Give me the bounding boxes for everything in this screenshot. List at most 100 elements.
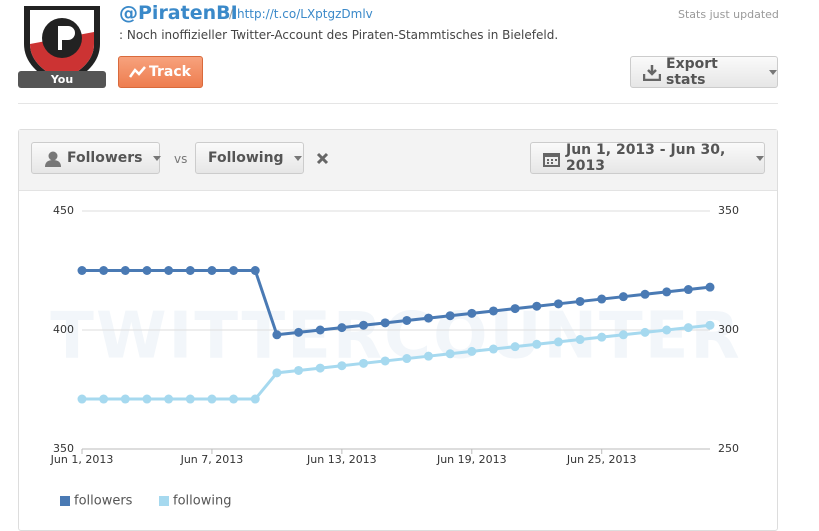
data-point	[359, 320, 369, 330]
data-point	[250, 266, 260, 275]
data-point	[575, 296, 585, 306]
data-point	[683, 285, 693, 295]
data-point	[77, 266, 87, 275]
data-point	[597, 332, 607, 342]
avatar-badge: You	[50, 73, 73, 86]
legend-label: followers	[74, 494, 133, 509]
data-point	[467, 308, 477, 318]
status: Stats just updated	[678, 8, 779, 21]
watermark: TWITTERCOUNTER	[50, 300, 741, 374]
vs-label: vs	[174, 152, 188, 166]
data-point	[250, 394, 260, 404]
data-point	[77, 394, 87, 404]
data-point	[445, 311, 455, 321]
data-point	[272, 368, 282, 378]
data-point	[510, 304, 520, 314]
data-point	[640, 327, 650, 337]
legend-label: following	[173, 494, 231, 509]
data-point	[662, 287, 672, 297]
page: You @PiratenBI / http://t.co/LXptgzDmlv …	[18, 2, 779, 531]
data-point	[315, 363, 325, 373]
data-point	[315, 325, 325, 335]
data-point	[272, 330, 282, 340]
data-point	[553, 299, 563, 309]
user-icon	[45, 151, 61, 167]
track-icon	[129, 66, 146, 78]
data-point	[229, 266, 239, 275]
data-point	[488, 306, 498, 316]
separator: /	[229, 7, 234, 21]
track-button[interactable]: Track	[118, 56, 203, 88]
x-tick-label: Jun 19, 2013	[436, 453, 507, 466]
metric-2-dropdown[interactable]: Following	[195, 142, 304, 174]
track-label: Track	[149, 64, 191, 80]
data-point	[575, 335, 585, 345]
data-point	[185, 266, 195, 275]
data-point	[445, 349, 455, 359]
data-point	[229, 394, 239, 404]
data-point	[359, 358, 369, 368]
data-point	[662, 325, 672, 335]
export-button[interactable]: Export stats	[630, 56, 778, 88]
data-point	[120, 266, 130, 275]
y-tick-label: 400	[53, 323, 74, 336]
data-point	[120, 394, 130, 404]
data-point	[402, 315, 412, 325]
y-tick-label: 450	[53, 204, 74, 217]
legend-swatch	[159, 496, 169, 506]
metric-1-label: Followers	[67, 150, 143, 166]
metric-2-label: Following	[208, 150, 284, 166]
data-point	[553, 337, 563, 347]
x-tick-label: Jun 1, 2013	[50, 453, 114, 466]
x-tick-label: Jun 25, 2013	[566, 453, 637, 466]
data-point	[488, 344, 498, 354]
avatar: You	[18, 6, 106, 88]
data-point	[597, 294, 607, 304]
data-point	[164, 394, 174, 404]
handle[interactable]: @PiratenBI	[119, 2, 238, 24]
data-point	[705, 282, 715, 292]
data-point	[380, 318, 390, 328]
y2-tick-label: 250	[718, 442, 739, 455]
data-point	[142, 266, 152, 275]
data-point	[423, 351, 433, 361]
data-point	[618, 292, 628, 302]
data-point	[142, 394, 152, 404]
data-point	[683, 323, 693, 333]
data-point	[294, 327, 304, 337]
data-point	[467, 346, 477, 356]
data-point	[423, 313, 433, 323]
x-tick-label: Jun 13, 2013	[306, 453, 377, 466]
export-icon	[643, 65, 661, 81]
export-label: Export stats	[666, 56, 718, 88]
data-point	[99, 266, 109, 275]
data-point	[164, 266, 174, 275]
data-point	[640, 289, 650, 299]
remove-icon[interactable]	[316, 152, 329, 165]
y-tick-label: 350	[53, 442, 74, 455]
data-point	[402, 354, 412, 364]
data-point	[532, 301, 542, 311]
date-range-label: Jun 1, 2013 - Jun 30, 2013	[566, 142, 726, 174]
data-point	[185, 394, 195, 404]
data-point	[380, 356, 390, 366]
data-point	[618, 330, 628, 340]
legend-swatch	[60, 496, 70, 506]
y2-tick-label: 300	[718, 323, 739, 336]
date-range-dropdown[interactable]: Jun 1, 2013 - Jun 30, 2013	[530, 142, 765, 174]
data-point	[207, 394, 217, 404]
data-point	[337, 361, 347, 371]
y2-tick-label: 350	[718, 204, 739, 217]
metric-1-dropdown[interactable]: Followers	[31, 142, 161, 174]
bio: : Noch inoffizieller Twitter-Account des…	[119, 28, 559, 42]
data-point	[705, 320, 715, 330]
data-point	[337, 323, 347, 333]
calendar-icon	[543, 153, 560, 167]
divider	[18, 103, 778, 104]
x-tick-label: Jun 7, 2013	[180, 453, 244, 466]
data-point	[510, 342, 520, 352]
url-link[interactable]: http://t.co/LXptgzDmlv	[237, 7, 373, 21]
data-point	[99, 394, 109, 404]
data-point	[207, 266, 217, 275]
